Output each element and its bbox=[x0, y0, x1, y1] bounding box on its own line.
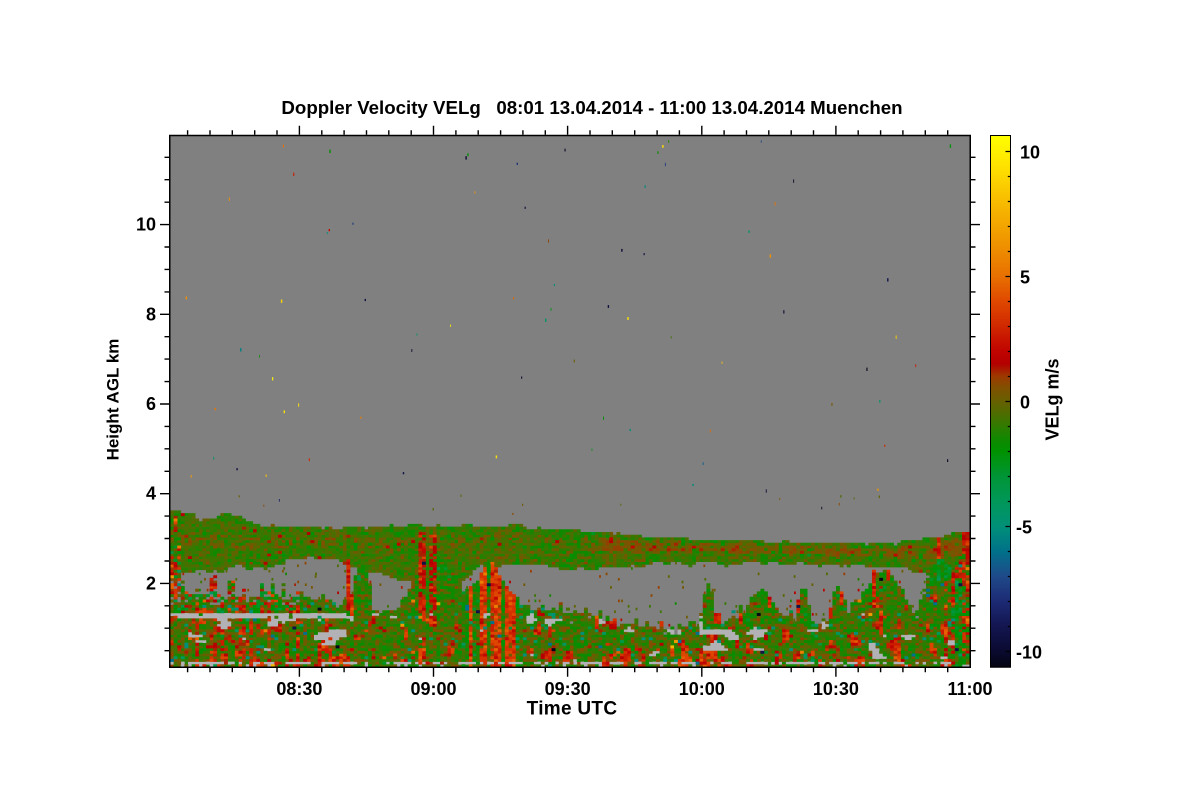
svg-text:-10: -10 bbox=[1016, 643, 1042, 663]
svg-text:2: 2 bbox=[146, 573, 156, 593]
svg-text:11:00: 11:00 bbox=[947, 679, 992, 699]
svg-text:10:30: 10:30 bbox=[813, 679, 859, 699]
svg-text:5: 5 bbox=[1020, 268, 1030, 288]
svg-text:-5: -5 bbox=[1016, 518, 1032, 538]
svg-text:10:00: 10:00 bbox=[679, 679, 725, 699]
svg-text:10: 10 bbox=[136, 215, 156, 235]
svg-text:8: 8 bbox=[146, 304, 156, 324]
svg-text:08:30: 08:30 bbox=[276, 679, 322, 699]
svg-text:0: 0 bbox=[1020, 393, 1030, 413]
svg-text:Height AGL km: Height AGL km bbox=[104, 339, 123, 461]
svg-text:10: 10 bbox=[1020, 143, 1040, 163]
svg-text:4: 4 bbox=[146, 484, 156, 504]
svg-text:Time UTC: Time UTC bbox=[527, 699, 618, 720]
svg-text:09:30: 09:30 bbox=[545, 679, 591, 699]
svg-text:6: 6 bbox=[146, 394, 156, 414]
svg-text:Doppler Velocity VELg 08:01: Doppler Velocity VELg 08:01 13.04.2014 -… bbox=[281, 97, 902, 118]
svg-text:09:00: 09:00 bbox=[410, 679, 456, 699]
svg-text:VELg m/s: VELg m/s bbox=[1043, 358, 1063, 440]
